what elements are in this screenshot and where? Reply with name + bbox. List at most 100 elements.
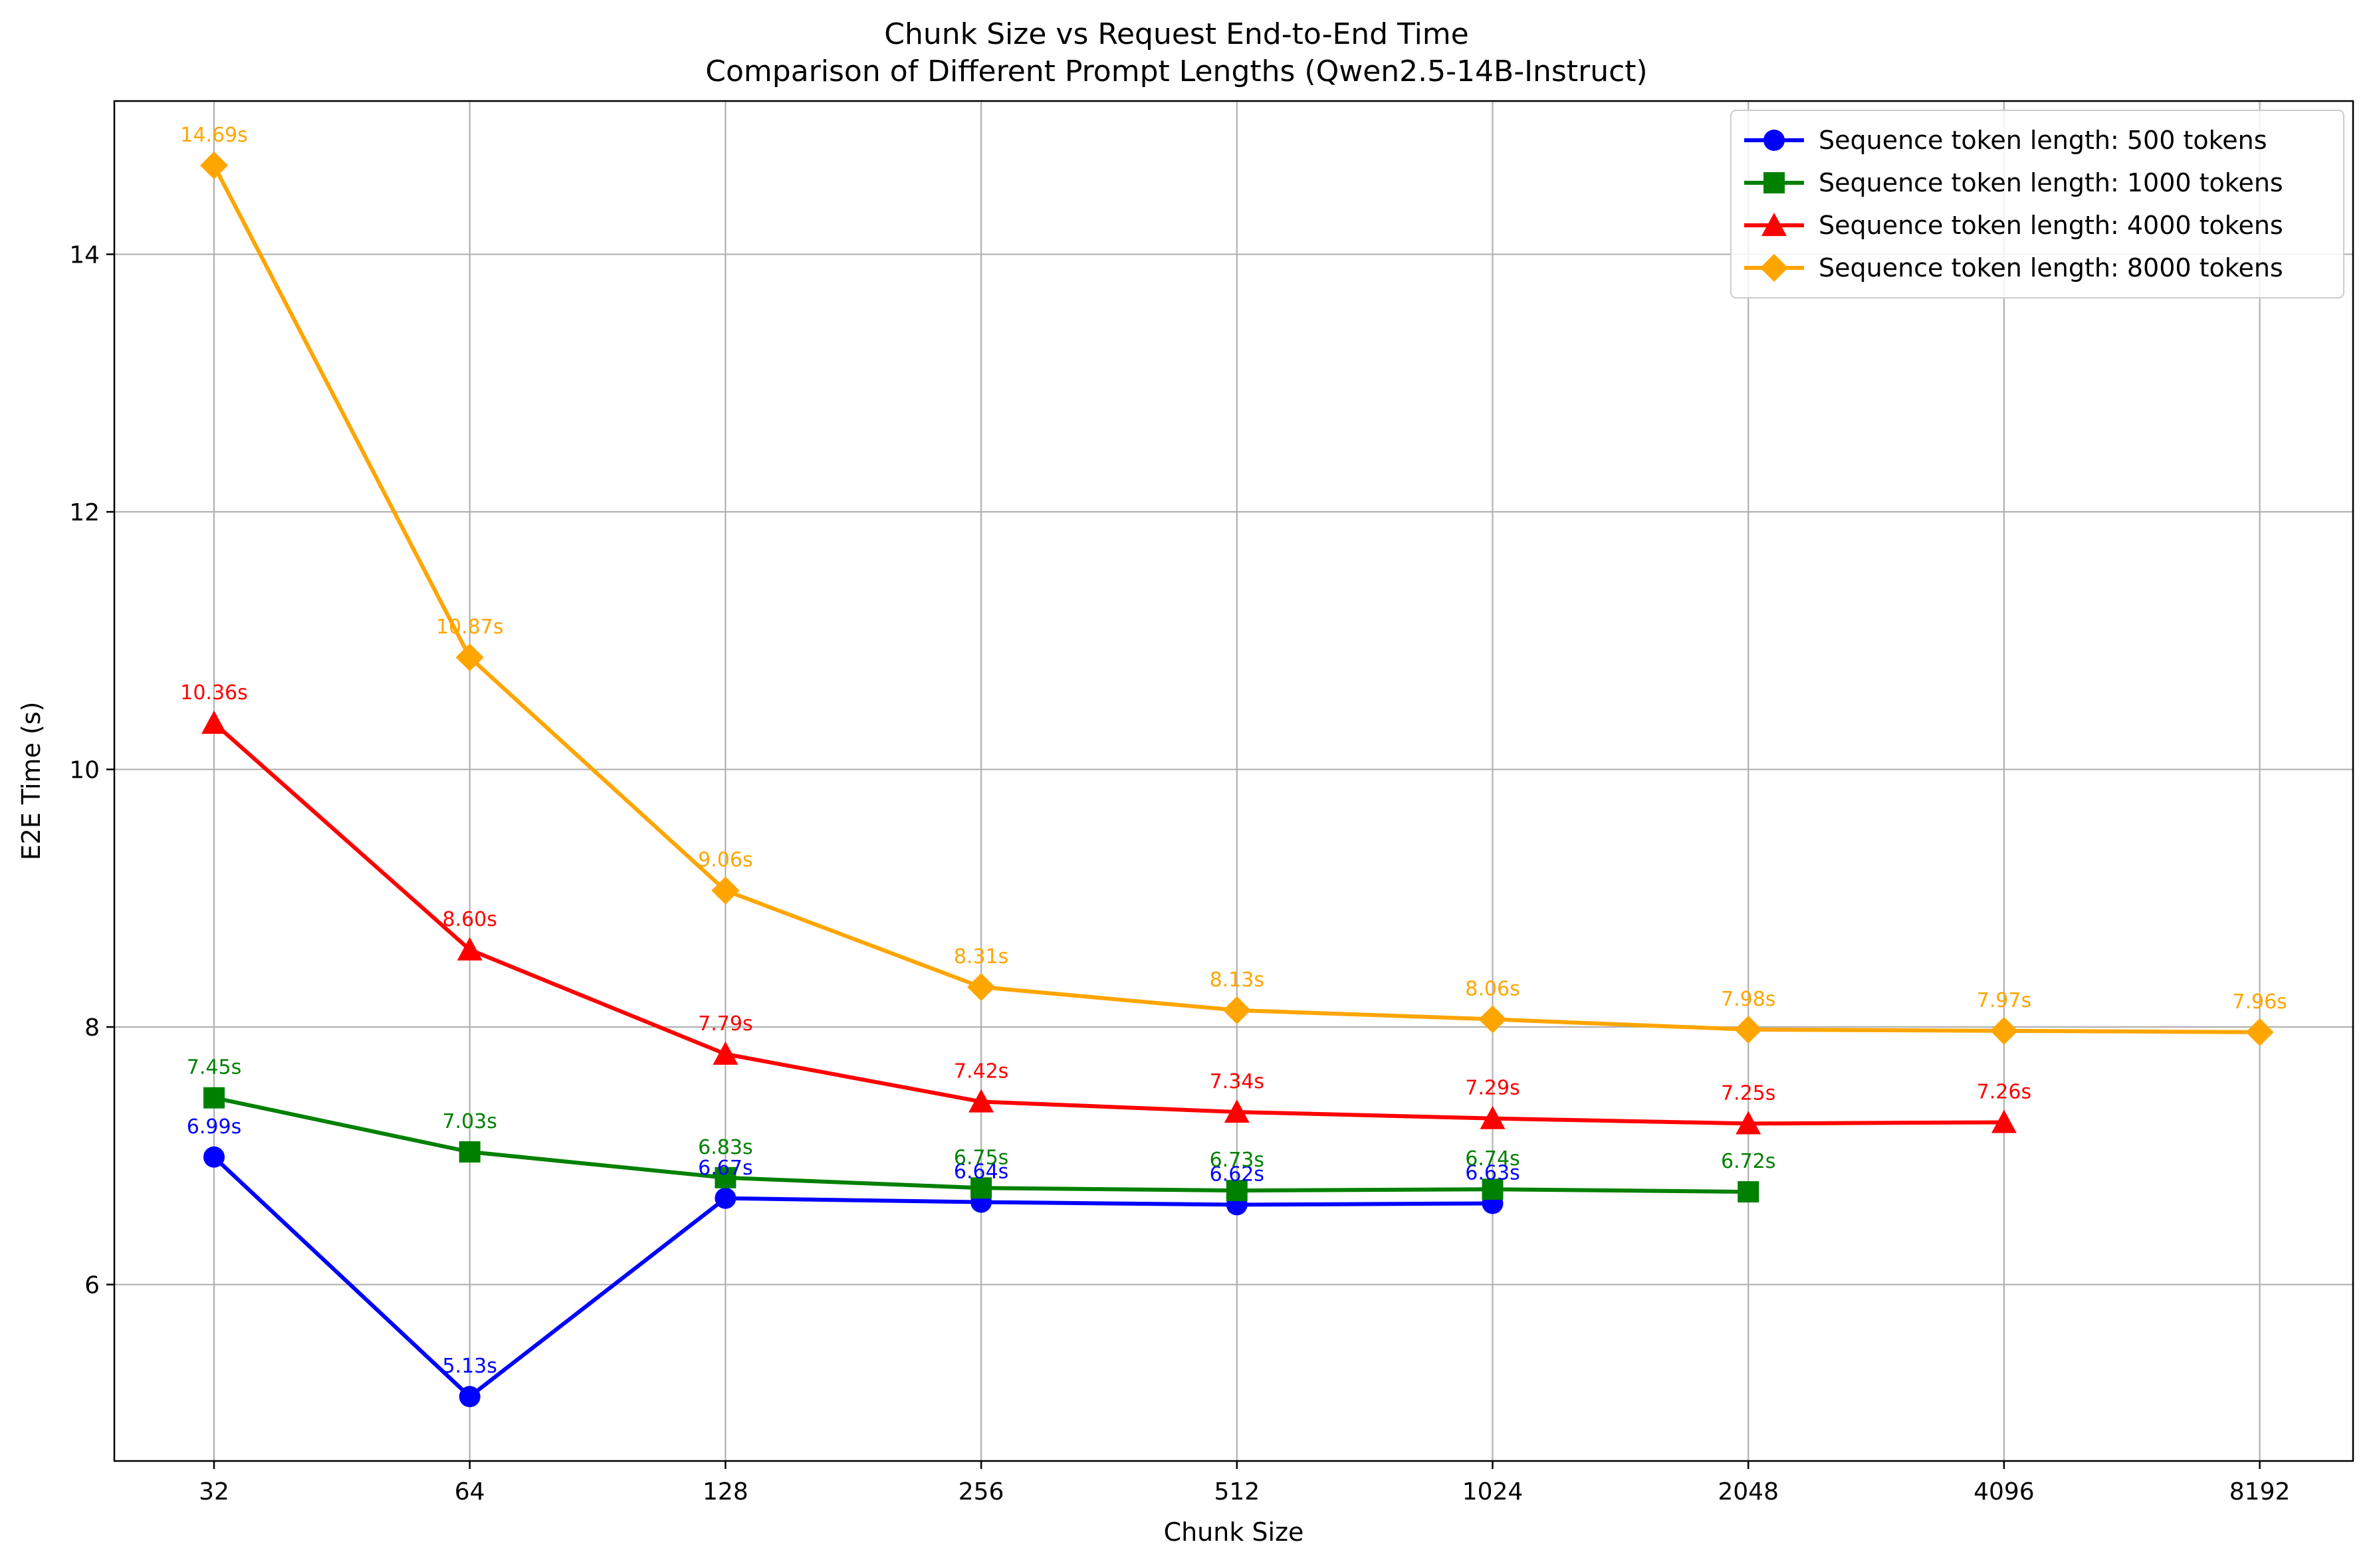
data-point-marker	[1991, 1109, 2017, 1133]
data-point-marker	[1478, 1005, 1507, 1034]
legend-marker	[1763, 130, 1785, 151]
x-tick-label: 2048	[1718, 1478, 1779, 1506]
x-axis-ticks: 32 64 128 256 512 1024 2048 4096 8192	[199, 1461, 2290, 1506]
series-line	[213, 721, 2004, 1126]
legend: Sequence token length: 500 tokens Sequenc…	[1730, 110, 2344, 298]
data-label: 7.03s	[442, 1110, 497, 1133]
series-1	[203, 1146, 1504, 1408]
data-label: 7.98s	[1721, 988, 1775, 1011]
data-label: 7.34s	[1210, 1070, 1264, 1093]
legend-box	[1730, 110, 2344, 298]
data-label: 6.74s	[1465, 1147, 1520, 1171]
x-tick-label: 32	[199, 1478, 229, 1506]
data-label: 6.72s	[1721, 1150, 1775, 1173]
chart-title: Chunk Size vs Request End-to-End Time	[884, 17, 1468, 51]
data-label: 6.63s	[1465, 1162, 1520, 1185]
x-tick-label: 1024	[1462, 1478, 1524, 1506]
data-label: 6.83s	[698, 1136, 752, 1159]
data-label: 6.67s	[698, 1157, 752, 1180]
data-labels: 6.99s 5.13s 6.67s 6.64s 6.62s 6.63s 7.45s 7.03s…	[180, 124, 2287, 1378]
plot-frame	[113, 100, 2354, 1462]
legend-item-4: Sequence token length: 8000 tokens	[1744, 253, 2283, 282]
y-axis-label: E2E Time (s)	[17, 702, 46, 861]
series-3	[201, 710, 2017, 1135]
x-tick-label: 4096	[1974, 1478, 2035, 1506]
data-point-marker	[2245, 1018, 2274, 1046]
x-tick-label: 128	[703, 1478, 748, 1506]
data-label: 9.06s	[698, 849, 752, 872]
data-point-marker	[1224, 1099, 1250, 1123]
series-4	[200, 151, 2274, 1046]
data-label: 8.06s	[1465, 977, 1520, 1000]
data-label: 6.75s	[954, 1146, 1008, 1169]
y-tick-label: 12	[69, 499, 100, 526]
data-label: 6.73s	[1210, 1149, 1264, 1172]
series-line	[212, 1155, 1493, 1399]
data-point-marker	[1989, 1016, 2018, 1045]
series-2	[203, 1087, 1759, 1203]
x-axis-label: Chunk Size	[1164, 1517, 1304, 1547]
legend-marker	[1760, 254, 1788, 282]
data-label: 6.64s	[954, 1161, 1008, 1184]
data-label: 7.42s	[954, 1060, 1008, 1083]
y-axis-ticks: 6 8 10 12 14	[69, 242, 114, 1299]
data-point-marker	[711, 876, 740, 905]
data-label: 7.97s	[1977, 989, 2031, 1012]
data-point-marker	[203, 1087, 225, 1109]
series-layer	[200, 151, 2274, 1408]
data-point-marker	[203, 1146, 225, 1168]
data-point-marker	[1482, 1178, 1504, 1200]
legend-label: Sequence token length: 500 tokens	[1819, 126, 2267, 155]
data-point-marker	[459, 1141, 481, 1163]
data-point-marker	[1738, 1181, 1759, 1203]
data-label: 8.31s	[954, 945, 1008, 968]
data-label: 10.87s	[436, 616, 504, 639]
data-label: 10.36s	[180, 681, 248, 705]
x-tick-label: 8192	[2229, 1478, 2291, 1506]
y-tick-label: 6	[84, 1272, 100, 1299]
data-label: 6.99s	[187, 1115, 241, 1139]
data-point-marker	[1734, 1015, 1763, 1044]
data-point-marker	[715, 1167, 736, 1188]
legend-marker	[1761, 213, 1787, 237]
data-label: 7.45s	[187, 1056, 241, 1079]
legend-item-3: Sequence token length: 4000 tokens	[1744, 211, 2283, 240]
data-point-marker	[970, 1177, 992, 1199]
data-label: 8.60s	[442, 908, 497, 931]
data-label: 8.13s	[1210, 968, 1264, 992]
chart-subtitle: Comparison of Different Prompt Lengths (…	[705, 55, 1647, 88]
legend-marker	[1763, 172, 1785, 193]
x-tick-label: 256	[959, 1478, 1004, 1506]
data-point-marker	[1222, 996, 1251, 1024]
legend-label: Sequence token length: 1000 tokens	[1819, 168, 2283, 197]
x-tick-label: 512	[1214, 1478, 1260, 1506]
legend-item-2: Sequence token length: 1000 tokens	[1744, 168, 2283, 197]
data-point-marker	[457, 937, 483, 960]
y-tick-label: 8	[84, 1014, 100, 1042]
data-point-marker	[1480, 1105, 1506, 1129]
legend-item-1: Sequence token length: 500 tokens	[1744, 126, 2267, 155]
data-point-marker	[1736, 1111, 1761, 1135]
data-label: 5.13s	[442, 1355, 497, 1378]
data-point-marker	[200, 151, 228, 179]
legend-label: Sequence token length: 4000 tokens	[1819, 211, 2283, 240]
data-point-marker	[201, 710, 227, 734]
y-tick-label: 14	[69, 242, 100, 269]
data-point-marker	[459, 1386, 481, 1408]
data-point-marker	[455, 643, 484, 671]
data-point-marker	[967, 973, 996, 1001]
data-point-marker	[1226, 1180, 1248, 1202]
data-label: 7.29s	[1465, 1077, 1520, 1100]
data-point-marker	[715, 1187, 736, 1209]
data-point-marker	[713, 1041, 738, 1065]
data-label: 7.96s	[2232, 990, 2287, 1014]
data-label: 7.25s	[1721, 1081, 1775, 1105]
grid	[114, 101, 2353, 1461]
data-label: 14.69s	[180, 124, 248, 147]
data-point-marker	[968, 1089, 994, 1113]
data-label: 7.26s	[1977, 1080, 2031, 1103]
data-label: 7.79s	[698, 1012, 752, 1036]
legend-label: Sequence token length: 8000 tokens	[1819, 253, 2283, 282]
